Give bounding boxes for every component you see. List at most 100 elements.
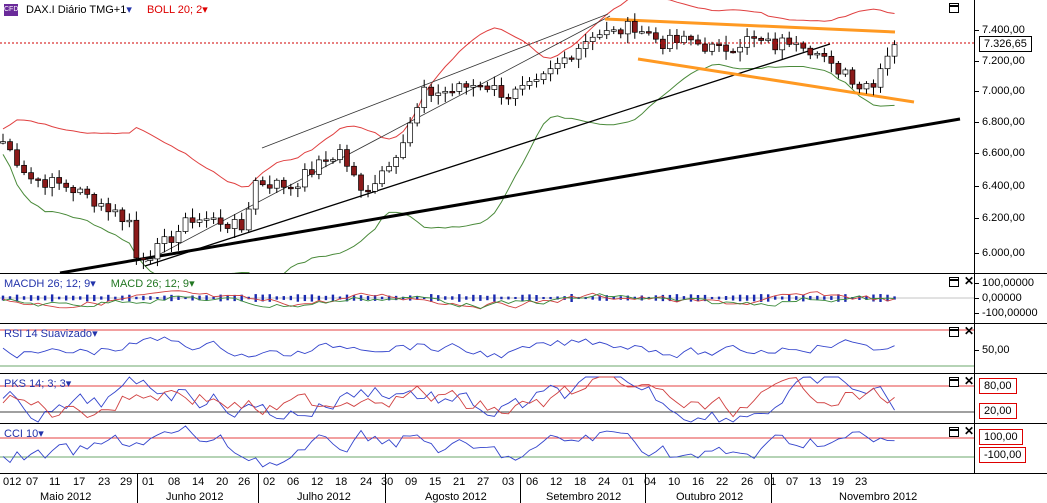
symbol-label[interactable]: DAX.I Diário TMG+1 [26,4,127,16]
candle-body [758,37,765,41]
close-icon[interactable]: ✕ [964,424,975,438]
date-tick-label: 26 [741,476,754,488]
boll-dropdown-icon[interactable]: ▾ [202,4,208,16]
macd-histogram-bar [29,295,33,301]
date-tick-label: 07 [786,476,799,488]
restore-icon[interactable] [949,427,959,437]
macd-histogram-bar [759,294,763,302]
rsi-tick: 50,00 [975,344,1010,356]
macd-histogram-bar [93,294,96,302]
macdh-dropdown-icon[interactable]: ▾ [90,278,96,290]
pks-panel: PKS 14; 3; 3▾ ✕ 80,00 20,00 [0,373,1047,423]
candle-body [498,85,505,98]
date-tick-label: 24 [360,476,373,488]
cci-label[interactable]: CCI 10 [4,428,39,440]
close-icon[interactable]: ✕ [964,374,975,388]
restore-icon[interactable] [949,3,959,13]
date-tick-label: 30 [381,476,394,488]
candle-body [442,91,449,94]
candle-body [554,63,561,70]
rsi-dropdown-icon[interactable]: ▾ [92,328,98,340]
macd-histogram-bar [745,295,749,301]
date-tick-label: 23 [855,476,868,488]
close-icon[interactable]: ✕ [964,274,975,288]
macd-histogram-bar [682,296,686,300]
macd-plot-area[interactable] [0,274,975,323]
date-tick-label: 07 [26,476,39,488]
pks-dropdown-icon[interactable]: ▾ [65,378,72,390]
date-tick-label: 16 [692,476,705,488]
macd-histogram-bar [752,294,756,302]
price-plot-area[interactable] [0,0,975,273]
upper-bollinger-band [2,0,895,188]
candle-body [702,43,708,52]
rsi-chart [0,329,974,367]
candle-body [877,68,884,88]
boll-label[interactable]: BOLL 20; 2 [146,4,203,16]
cci-dropdown-icon[interactable]: ▾ [38,428,44,440]
date-tick-label: 01 [622,476,635,488]
candle-body [337,149,343,160]
pks-label[interactable]: PKS 14; 3; 3 [4,378,66,390]
macd-line [2,293,895,309]
candle-body [323,159,329,162]
month-separator [645,474,646,503]
close-icon[interactable]: ✕ [964,324,975,338]
macd-histogram-bar [359,295,363,301]
candle-body [842,69,849,75]
macd-histogram-bar [86,294,89,302]
date-tick-label: 13 [809,476,822,488]
price-legend: CFD DAX.I Diário TMG+1▾ BOLL 20; 2▾ [4,3,216,17]
candle-body [526,81,533,86]
date-tick-label: 24 [598,476,611,488]
macd-histogram-bar [212,296,215,300]
candle-body [217,217,224,225]
candle-body [302,169,308,188]
candle-body [189,217,196,223]
macd-histogram-bar [380,296,384,300]
price-tick: 6.000,00 [975,247,1025,259]
rsi-label[interactable]: RSI 14 Suavizado [4,328,93,340]
date-tick-label: 01 [142,476,155,488]
candle-body [28,172,34,180]
candle-body [596,34,603,38]
macd-histogram-bar [507,296,510,300]
candle-body [63,182,70,188]
cci-plot-area[interactable] [0,424,975,473]
pks-plot-area[interactable] [0,374,975,423]
pks-lower-tag: 20,00 [979,403,1017,419]
macd-histogram-bar [198,295,201,301]
cci-upper-tag: 100,00 [979,429,1023,445]
macd-histogram-bar [317,295,321,301]
candle-body [245,208,252,231]
rsi-line [2,336,895,359]
candle-body [491,85,498,90]
candle-body [716,43,722,46]
candle-body [407,122,414,144]
macd-histogram-bar [128,294,131,302]
date-tick-label: 08 [168,476,181,488]
macd-histogram-bar [64,295,68,301]
candle-body [737,46,743,53]
candle-body [688,35,694,41]
date-axis[interactable]: 012 07 11 17 23 29 01 08 14 20 26 02 06 12 18 24 30 09 15 2… [0,473,1047,503]
restore-icon[interactable] [949,277,959,287]
candle-body [266,184,273,189]
cci-line [2,425,895,468]
macd-histogram-bar [809,295,812,301]
macd-dropdown-icon[interactable]: ▾ [189,278,195,290]
restore-icon[interactable] [949,327,959,337]
date-tick-label: 012 [3,476,22,488]
candle-body [786,37,793,45]
candle-body [709,43,715,52]
rsi-plot-area[interactable] [0,324,975,373]
candle-body [294,186,301,189]
candle-body [814,53,821,56]
macd-label[interactable]: MACD 26; 12; 9 [110,278,190,290]
date-tick-label: 01 [764,476,777,488]
candle-body [681,35,687,43]
macd-histogram-bar [563,296,566,300]
symbol-dropdown-icon[interactable]: ▾ [126,4,132,16]
restore-icon[interactable] [949,377,959,387]
macdh-label[interactable]: MACDH 26; 12; 9 [4,278,91,290]
